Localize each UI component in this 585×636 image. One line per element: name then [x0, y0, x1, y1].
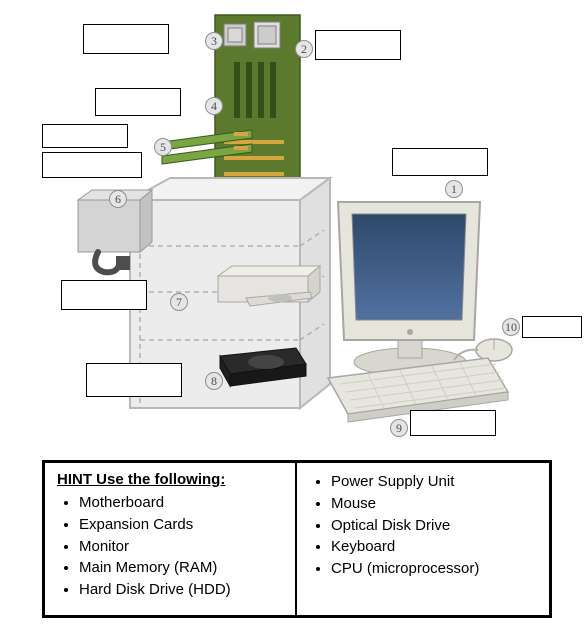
blank-2[interactable]: [315, 30, 401, 60]
marker-7: 7: [170, 293, 188, 311]
marker-6: 6: [109, 190, 127, 208]
blank-4[interactable]: [95, 88, 181, 116]
marker-1: 1: [445, 180, 463, 198]
marker-9: 9: [390, 419, 408, 437]
blank-5a[interactable]: [42, 124, 128, 148]
hint-item: Mouse: [331, 493, 537, 515]
marker-2: 2: [295, 40, 313, 58]
hint-list-left: Motherboard Expansion Cards Monitor Main…: [57, 492, 283, 601]
hint-item: Expansion Cards: [79, 514, 283, 536]
blank-1[interactable]: [392, 148, 488, 176]
marker-5: 5: [154, 138, 172, 156]
hint-item: Main Memory (RAM): [79, 557, 283, 579]
optical-drive: [218, 266, 320, 306]
monitor: [338, 202, 480, 376]
hint-item: CPU (microprocessor): [331, 558, 537, 580]
hint-list-right: Power Supply Unit Mouse Optical Disk Dri…: [309, 471, 537, 580]
hint-item: Hard Disk Drive (HDD): [79, 579, 283, 601]
blank-9[interactable]: [410, 410, 496, 436]
marker-3: 3: [205, 32, 223, 50]
marker-4: 4: [205, 97, 223, 115]
hint-title: HINT Use the following:: [57, 471, 283, 488]
hint-box: HINT Use the following: Motherboard Expa…: [42, 460, 552, 618]
blank-8[interactable]: [86, 363, 182, 397]
marker-8: 8: [205, 372, 223, 390]
hint-item: Monitor: [79, 536, 283, 558]
hint-item: Keyboard: [331, 536, 537, 558]
hint-right-column: Power Supply Unit Mouse Optical Disk Dri…: [297, 463, 549, 615]
blank-3[interactable]: [83, 24, 169, 54]
blank-5b[interactable]: [42, 152, 142, 178]
blank-10[interactable]: [522, 316, 582, 338]
marker-10: 10: [502, 318, 520, 336]
hint-item: Power Supply Unit: [331, 471, 537, 493]
hint-item: Motherboard: [79, 492, 283, 514]
blank-7[interactable]: [61, 280, 147, 310]
hint-left-column: HINT Use the following: Motherboard Expa…: [45, 463, 297, 615]
hint-item: Optical Disk Drive: [331, 515, 537, 537]
